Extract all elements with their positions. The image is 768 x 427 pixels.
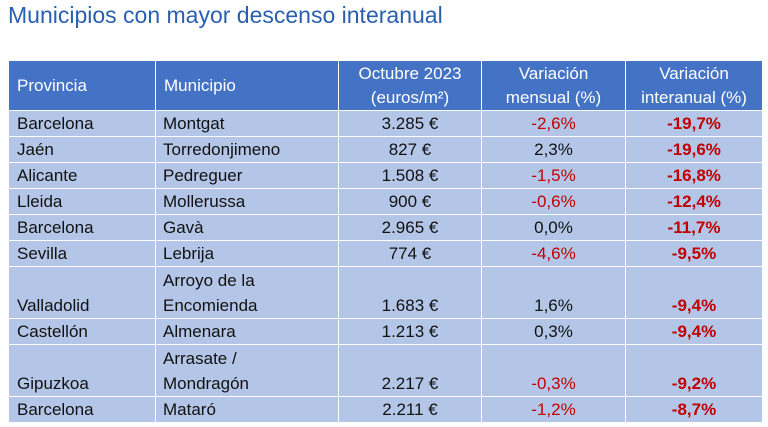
cell-precio: 1.213 € [338,318,482,345]
cell-precio: 1.508 € [338,162,482,189]
header-municipio: Municipio [155,60,339,111]
municipio-line: Arrasate / [163,349,237,368]
table-row: Alicante Pedreguer 1.508 € -1,5% -16,8% [8,162,763,189]
cell-provincia: Castellón [8,318,156,345]
table-row: Valladolid Arroyo de la Encomienda 1.683 €1… [8,266,763,319]
cell-provincia: Alicante [8,162,156,189]
cell-precio: 900 € [338,188,482,215]
table-row: Gipuzkoa Arrasate / Mondragón 2.217 € -0,3% -… [8,344,763,397]
cell-variacion-interanual: -9,4% [625,318,763,345]
header-interanual-line2: interanual (%) [641,87,747,107]
cell-municipio: Gavà [155,214,339,241]
cell-variacion-mensual: -1,2% [481,396,626,423]
municipio-line: Torredonjimeno [163,140,281,159]
cell-variacion-mensual: 1,6% [481,266,626,319]
cell-municipio: Mataró [155,396,339,423]
municipio-line: Montgat [163,114,225,133]
cell-provincia: Barcelona [8,396,156,423]
cell-variacion-mensual: 0,0% [481,214,626,241]
header-precio: Octubre 2023 (euros/m²) [338,60,482,111]
cell-municipio: Arroyo de la Encomienda [155,266,339,319]
cell-precio: 2.965 € [338,214,482,241]
header-mensual-line2: mensual (%) [505,87,602,107]
cell-variacion-interanual: -9,5% [625,240,763,267]
header-precio-line1: Octubre 2023 [358,63,462,83]
municipio-line: Almenara [163,322,236,341]
cell-municipio: Arrasate / Mondragón [155,344,339,397]
header-precio-line2: (euros/m²) [370,87,450,107]
municipio-line: Pedreguer [163,166,243,185]
cell-variacion-mensual: 2,3% [481,136,626,163]
municipio-line: Encomienda [163,296,258,315]
cell-variacion-mensual: -4,6% [481,240,626,267]
cell-variacion-interanual: -12,4% [625,188,763,215]
cell-precio: 2.211 € [338,396,482,423]
cell-precio: 3.285 € [338,110,482,137]
cell-variacion-interanual: -19,7% [625,110,763,137]
municipio-line: Arroyo de la [163,271,255,290]
municipio-line: Mollerussa [163,192,246,211]
cell-municipio: Torredonjimeno [155,136,339,163]
cell-precio: 2.217 € [338,344,482,397]
cell-variacion-mensual: -2,6% [481,110,626,137]
cell-precio: 1.683 € [338,266,482,319]
cell-municipio: Mollerussa [155,188,339,215]
cell-variacion-interanual: -9,2% [625,344,763,397]
cell-provincia: Barcelona [8,214,156,241]
page-title: Municipios con mayor descenso interanual [8,2,443,28]
cell-variacion-mensual: -0,3% [481,344,626,397]
cell-variacion-interanual: -8,7% [625,396,763,423]
municipio-line: Lebrija [163,244,215,263]
municipio-line: Gavà [163,218,204,237]
cell-variacion-interanual: -16,8% [625,162,763,189]
cell-provincia: Gipuzkoa [8,344,156,397]
cell-variacion-interanual: -9,4% [625,266,763,319]
cell-variacion-mensual: -1,5% [481,162,626,189]
cell-provincia: Jaén [8,136,156,163]
table-header-row: Provincia Municipio Octubre 2023 (euros/… [8,60,763,111]
table-row: Barcelona Gavà 2.965 €0,0% -11,7% [8,214,763,241]
municipio-line: Mataró [163,400,216,419]
cell-provincia: Valladolid [8,266,156,319]
cell-variacion-mensual: 0,3% [481,318,626,345]
cell-precio: 827 € [338,136,482,163]
table-row: Jaén Torredonjimeno 827 €2,3% -19,6% [8,136,763,163]
cell-municipio: Lebrija [155,240,339,267]
table-row: Castellón Almenara 1.213 €0,3% -9,4% [8,318,763,345]
header-interanual-line1: Variación [659,63,729,83]
cell-variacion-mensual: -0,6% [481,188,626,215]
cell-municipio: Almenara [155,318,339,345]
table-row: Barcelona Montgat 3.285 € -2,6% -19,7% [8,110,763,137]
cell-precio: 774 € [338,240,482,267]
cell-municipio: Pedreguer [155,162,339,189]
cell-municipio: Montgat [155,110,339,137]
cell-provincia: Sevilla [8,240,156,267]
header-provincia: Provincia [8,60,156,111]
header-mensual-line1: Variación [518,63,589,83]
header-variacion-mensual: Variación mensual (%) [481,60,626,111]
table-row: Lleida Mollerussa 900 € -0,6% -12,4% [8,188,763,215]
cell-provincia: Lleida [8,188,156,215]
municipio-line: Mondragón [163,374,250,393]
cell-variacion-interanual: -11,7% [625,214,763,241]
table-row: Barcelona Mataró 2.211 € -1,2% -8,7% [8,396,763,423]
table-row: Sevilla Lebrija 774 € -4,6% -9,5% [8,240,763,267]
cell-variacion-interanual: -19,6% [625,136,763,163]
cell-provincia: Barcelona [8,110,156,137]
municipios-table: Provincia Municipio Octubre 2023 (euros/… [8,60,763,423]
header-variacion-interanual: Variación interanual (%) [625,60,763,111]
